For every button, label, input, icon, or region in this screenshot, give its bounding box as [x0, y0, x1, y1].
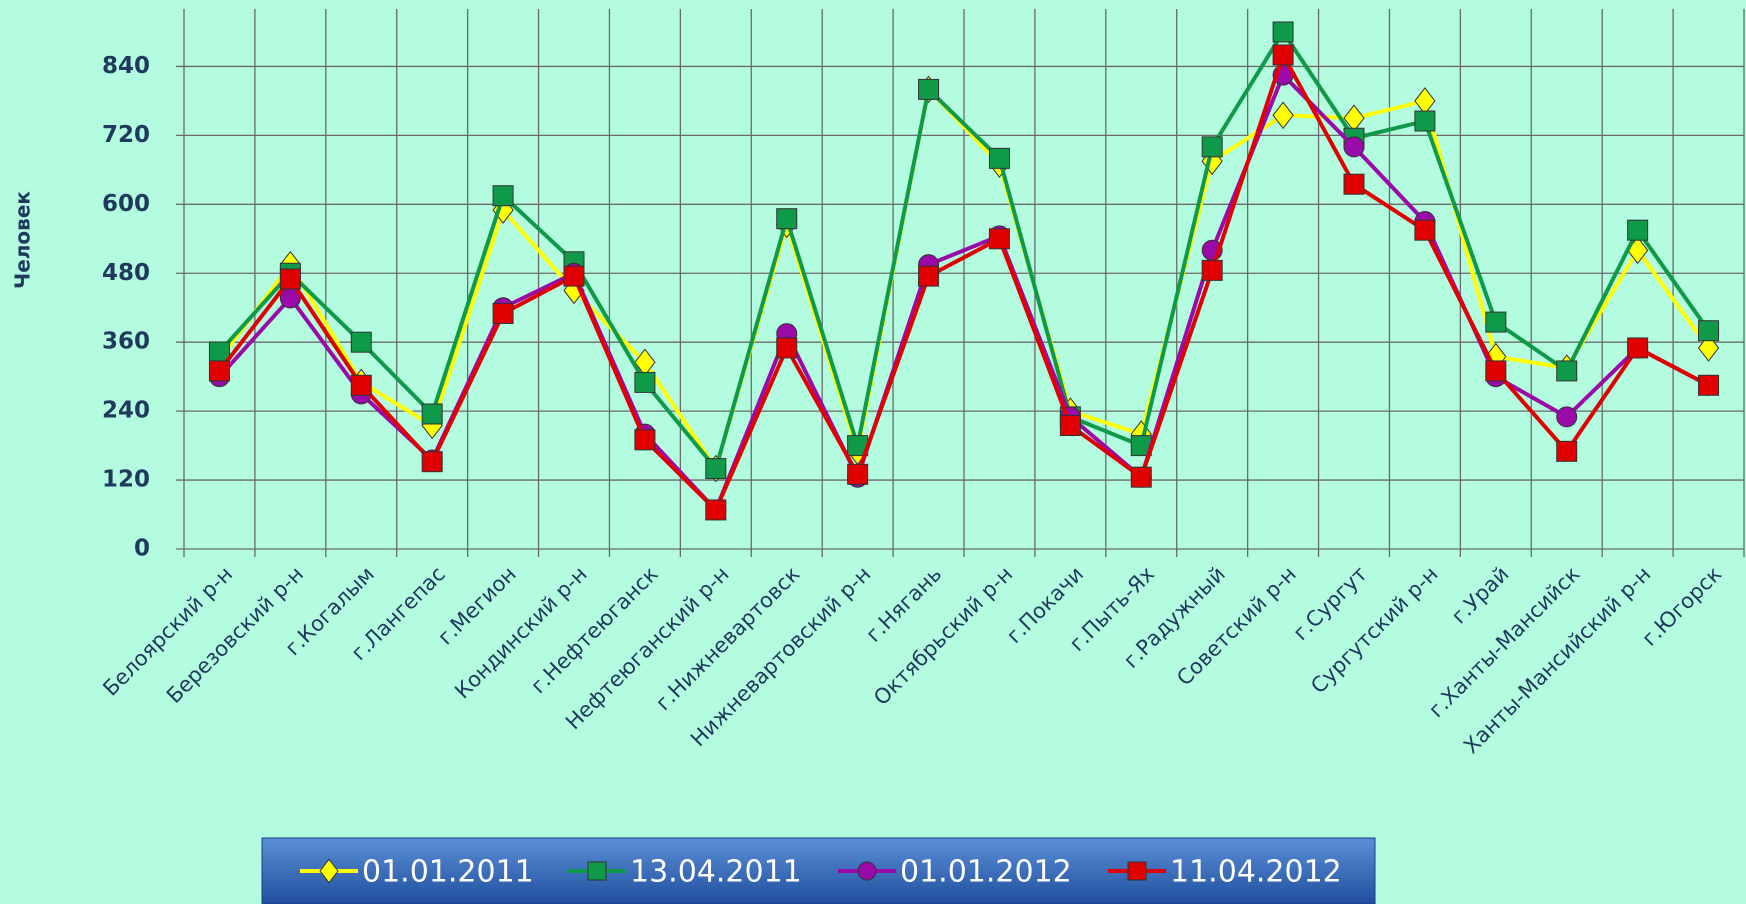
point — [1485, 311, 1507, 333]
point — [1556, 406, 1578, 428]
legend — [261, 837, 1376, 904]
y-tick-label: 360 — [102, 329, 150, 355]
point — [1414, 219, 1436, 241]
point — [492, 185, 514, 207]
point — [918, 78, 940, 100]
y-tick-label: 720 — [102, 122, 150, 148]
point — [1698, 320, 1720, 342]
x-tick-label: г.Урай — [1447, 562, 1514, 629]
point — [776, 337, 798, 359]
x-tick-label: Советский р-н — [1172, 562, 1301, 691]
point — [705, 499, 727, 521]
point — [350, 331, 372, 353]
point — [634, 429, 656, 451]
point — [319, 858, 339, 884]
x-tick-label: Кондинский р-н — [450, 562, 592, 704]
y-axis-label: Человек — [11, 191, 35, 289]
y-tick-label: 120 — [102, 467, 150, 493]
legend-label: 01.01.2012 — [900, 855, 1072, 890]
point — [1627, 219, 1649, 241]
point — [208, 360, 230, 382]
point — [988, 147, 1010, 169]
x-tick-label: Сургутский р-н — [1306, 562, 1442, 698]
point — [1059, 414, 1081, 436]
x-tick-label: Октябрьский р-н — [869, 562, 1017, 710]
point — [776, 208, 798, 230]
point — [1698, 374, 1720, 396]
x-tick-label: Белоярский р-н — [98, 562, 237, 701]
point — [1414, 110, 1436, 132]
legend-label: 11.04.2012 — [1170, 855, 1342, 890]
point — [1272, 44, 1294, 66]
point — [492, 302, 514, 324]
point — [279, 268, 301, 290]
point — [350, 374, 372, 396]
series-line — [217, 29, 1711, 471]
point — [634, 371, 656, 393]
point — [587, 861, 607, 881]
series-line — [217, 52, 1710, 512]
point — [1414, 87, 1436, 115]
point — [1272, 21, 1294, 43]
point — [1343, 173, 1365, 195]
point — [1485, 360, 1507, 382]
point — [847, 463, 869, 485]
point — [1627, 337, 1649, 359]
y-tick-label: 240 — [102, 398, 150, 424]
legend-label: 01.01.2011 — [362, 855, 534, 890]
x-tick-label: Березовский р-н — [162, 562, 308, 708]
series-line — [217, 87, 1711, 471]
y-tick-label: 840 — [102, 53, 150, 79]
point — [988, 228, 1010, 250]
point — [421, 451, 443, 473]
y-tick-label: 0 — [134, 536, 150, 562]
point — [1343, 136, 1365, 158]
point — [1201, 136, 1223, 158]
point — [563, 265, 585, 287]
legend-label: 13.04.2011 — [630, 855, 802, 890]
point — [421, 403, 443, 425]
point — [1697, 334, 1720, 362]
y-tick-label: 480 — [102, 260, 150, 286]
point — [918, 265, 940, 287]
x-tick-label: г.Нефтеюганск — [526, 562, 663, 699]
point — [1556, 360, 1578, 382]
point — [1556, 440, 1578, 462]
point — [1127, 861, 1147, 881]
y-tick-label: 600 — [102, 191, 150, 217]
point — [1201, 259, 1223, 281]
point — [857, 861, 877, 881]
point — [705, 458, 727, 480]
point — [1272, 101, 1294, 130]
point — [1130, 466, 1152, 488]
